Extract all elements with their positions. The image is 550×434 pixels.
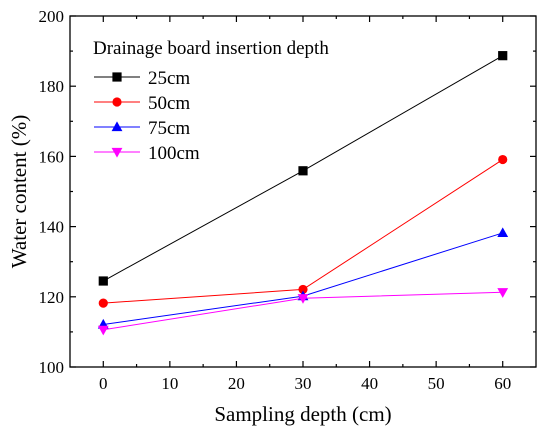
series-line [103, 232, 503, 326]
y-tick-label: 140 [39, 218, 65, 237]
x-tick-label: 0 [99, 374, 108, 393]
legend-item: 50cm [94, 93, 190, 114]
series-line [103, 159, 503, 304]
series-25cm [98, 51, 508, 286]
series-50cm [98, 154, 508, 308]
plot-frame [69, 15, 537, 368]
data-point [498, 154, 508, 165]
legend-label: 75cm [148, 118, 190, 139]
y-tick-label: 120 [39, 288, 65, 307]
legend-item: 100cm [94, 143, 200, 164]
x-tick-label: 10 [161, 374, 178, 393]
x-tick-label: 60 [494, 374, 511, 393]
data-point [498, 51, 508, 61]
legend-marker [112, 72, 122, 82]
x-tick-label: 20 [228, 374, 245, 393]
y-tick-label: 200 [39, 7, 65, 26]
legend: Drainage board insertion depth 25cm 50cm 7… [93, 38, 329, 164]
y-axis: 100 120 140 160 180 200 [39, 7, 536, 377]
legend-label: 25cm [148, 68, 190, 89]
legend-marker [112, 97, 122, 107]
x-axis: 0 10 20 30 40 50 60 [99, 16, 511, 393]
x-tick-label: 40 [361, 374, 378, 393]
data-point [98, 298, 108, 308]
data-point [297, 294, 309, 304]
series-layer [97, 51, 509, 336]
legend-marker [111, 121, 123, 132]
legend-label: 50cm [148, 93, 190, 114]
series-75cm [97, 227, 509, 329]
data-point [97, 325, 109, 336]
x-tick-label: 30 [295, 374, 312, 393]
legend-title: Drainage board insertion depth [93, 38, 329, 59]
legend-item: 25cm [94, 68, 190, 89]
legend-item: 75cm [94, 118, 190, 139]
x-axis-label: Sampling depth (cm) [214, 402, 391, 426]
legend-marker [111, 147, 123, 158]
data-point [298, 284, 308, 295]
x-tick-label: 50 [428, 374, 445, 393]
y-tick-label: 180 [39, 77, 65, 96]
data-point [298, 166, 308, 176]
data-point [497, 227, 509, 238]
series-100cm [97, 288, 509, 336]
data-point [98, 276, 108, 286]
y-tick-label: 160 [39, 147, 65, 166]
y-tick-label: 100 [39, 358, 65, 377]
data-point [497, 288, 509, 298]
legend-label: 100cm [148, 143, 200, 164]
y-axis-label: Water content (%) [7, 115, 31, 268]
